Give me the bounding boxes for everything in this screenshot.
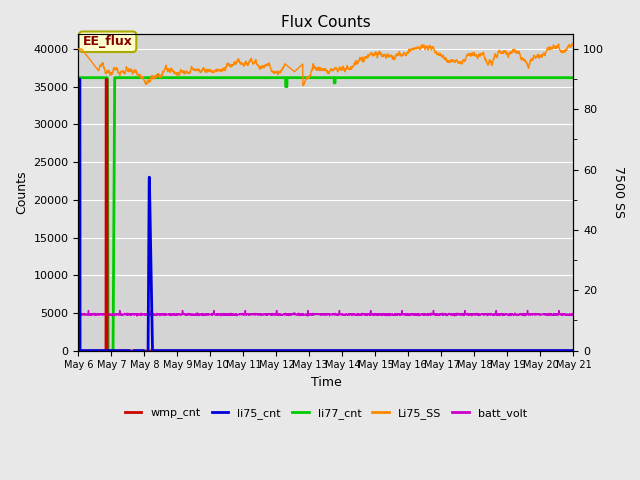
Text: EE_flux: EE_flux xyxy=(83,35,132,48)
Y-axis label: Counts: Counts xyxy=(15,170,28,214)
Legend: wmp_cnt, li75_cnt, li77_cnt, Li75_SS, batt_volt: wmp_cnt, li75_cnt, li77_cnt, Li75_SS, ba… xyxy=(120,404,532,423)
X-axis label: Time: Time xyxy=(310,376,341,389)
Title: Flux Counts: Flux Counts xyxy=(281,15,371,30)
Y-axis label: 7500 SS: 7500 SS xyxy=(612,166,625,218)
